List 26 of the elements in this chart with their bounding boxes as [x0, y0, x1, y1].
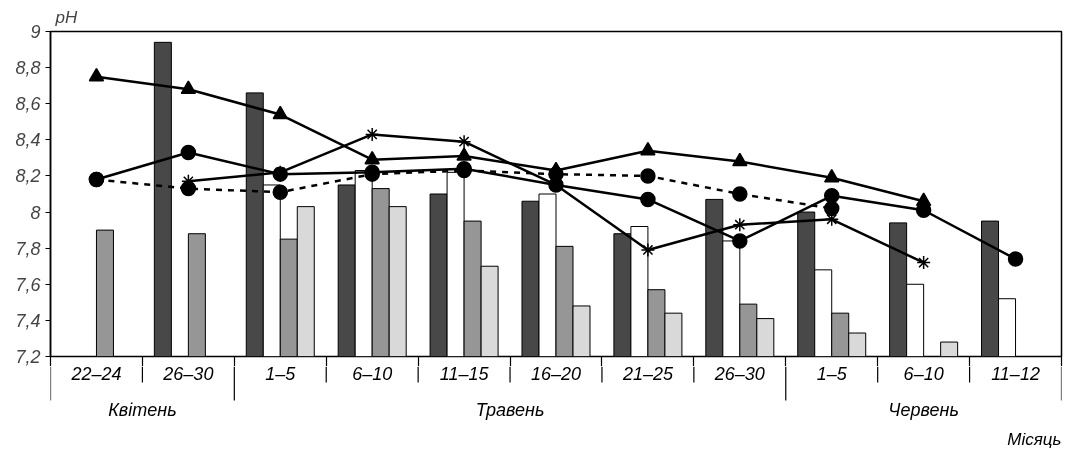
x-tick-label: 26–30 [713, 363, 765, 384]
y-tick-label: 9 [30, 22, 41, 42]
y-tick-label: 8 [30, 202, 41, 223]
y-tick-label: 7,6 [15, 274, 42, 295]
y-tick-label: 7,2 [15, 347, 41, 367]
x-tick-label: 22–24 [70, 363, 122, 384]
x-axis-title: Місяць [1007, 430, 1062, 449]
text: Травень [475, 399, 545, 420]
x-tick-label: 11–12 [991, 363, 1040, 384]
y-tick-label: 7,4 [15, 310, 41, 331]
x-tick-label: 16–20 [530, 363, 582, 384]
y-tick-label: 8,6 [15, 94, 42, 115]
y-tick-label: 8,8 [15, 58, 41, 79]
x-tick-label: 21–25 [621, 363, 674, 384]
x-tick-label: 1–5 [816, 363, 848, 384]
x-tick-label: 6–10 [903, 363, 944, 384]
text: Червень [888, 399, 959, 420]
x-tick-label: 1–5 [265, 363, 297, 384]
y-tick-label: 8,4 [15, 130, 41, 151]
x-tick-label: 6–10 [352, 363, 393, 384]
y-axis-title: pH [54, 7, 78, 27]
x-tick-label: 11–15 [439, 363, 490, 384]
text: Квітень [108, 399, 177, 420]
y-tick-label: 8,2 [15, 166, 41, 187]
x-tick-label: 26–30 [162, 363, 214, 384]
y-tick-label: 7,8 [15, 238, 41, 259]
